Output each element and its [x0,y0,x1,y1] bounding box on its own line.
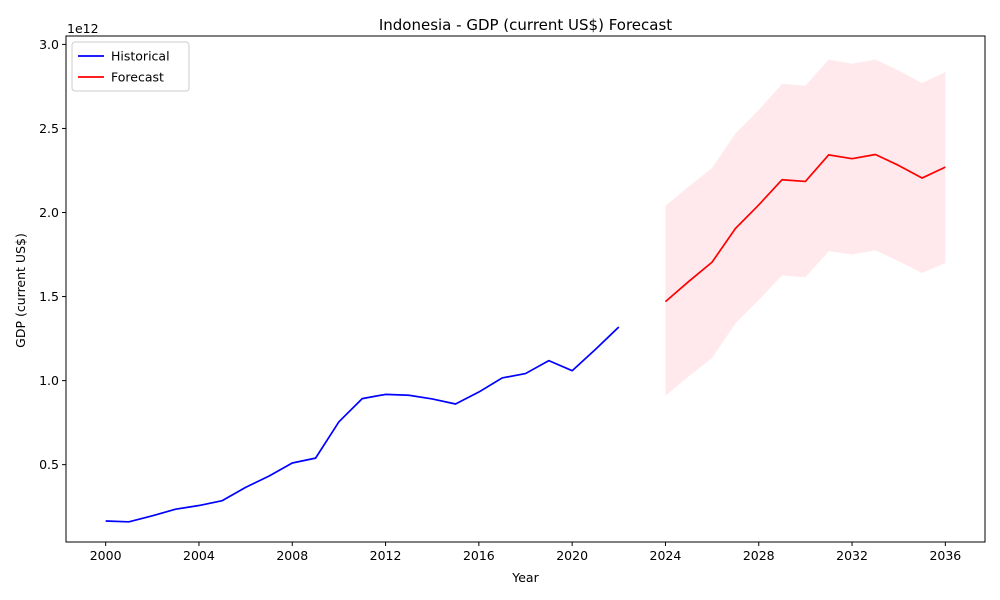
x-tick-label: 2024 [650,548,682,563]
confidence-band [665,59,946,396]
axes: 2000 2004 2008 2012 2016 2020 2024 2028 2032 2036… [39,35,986,563]
y-tick-label: 1.5 [39,289,59,304]
y-axis-title: GDP (current US$) [13,233,28,348]
series-line-forecast [664,153,946,303]
chart-title: Indonesia - GDP (current US$) Forecast [379,16,672,34]
y-tick-label: 3.0 [39,37,59,52]
x-tick-label: 2000 [90,548,122,563]
y-tick-label: 2.0 [39,205,59,220]
x-tick-label: 2032 [836,548,868,563]
legend-box [71,41,190,92]
x-tick-label: 2004 [183,548,215,563]
plot-frame [65,35,986,543]
y-offset-label: 1e12 [67,21,99,36]
series-line-historical [105,326,620,523]
legend-label-forecast: Forecast [111,70,164,85]
x-tick-label: 2036 [929,548,961,563]
x-tick-label: 2016 [463,548,495,563]
x-tick-label: 2028 [743,548,775,563]
x-tick-label: 2020 [556,548,588,563]
x-tick-label: 2008 [276,548,308,563]
legend-label-historical: Historical [111,49,170,64]
plot-area [105,59,946,523]
legend: Historical Forecast [71,41,190,92]
y-tick-label: 1.0 [39,373,59,388]
x-axis-title: Year [511,570,539,585]
y-tick-label: 2.5 [39,121,59,136]
x-tick-label: 2012 [370,548,402,563]
y-tick-label: 0.5 [39,457,59,472]
